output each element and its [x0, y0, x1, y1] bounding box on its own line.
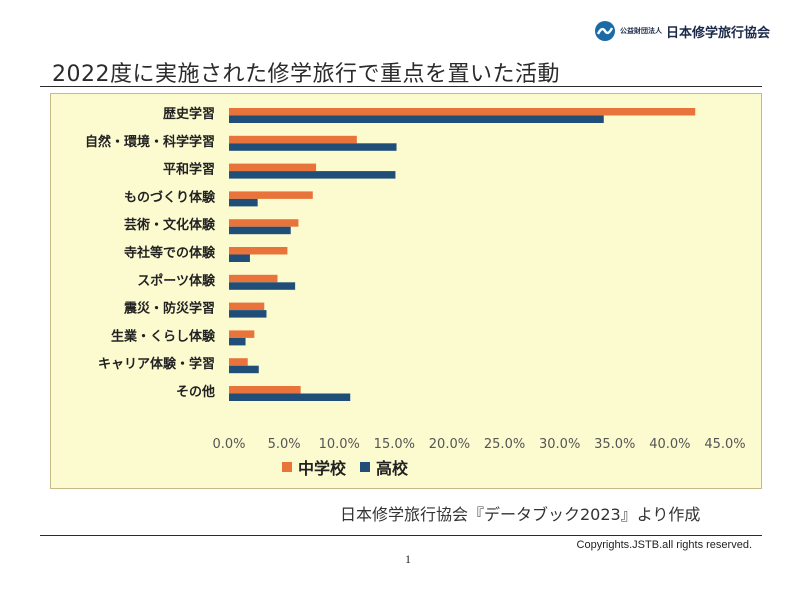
bar-middle-school [229, 274, 278, 283]
category-label: 生業・くらし体験 [111, 328, 216, 344]
legend-label-middle-school: 中学校 [298, 459, 347, 478]
legend-item-middle-school: 中学校 [282, 455, 346, 479]
category-label: その他 [176, 384, 215, 400]
bar-middle-school [229, 163, 317, 172]
bar-middle-school [229, 247, 288, 255]
bar-middle-school [229, 108, 696, 116]
bar-high-school [229, 171, 396, 179]
bar-high-school [229, 310, 267, 318]
organization-logo: 公益財団法人 日本修学旅行協会 [594, 20, 770, 42]
category-label: 平和学習 [163, 162, 215, 178]
x-tick-label: 5.0% [268, 437, 301, 452]
logo-wave-icon [594, 21, 615, 41]
bar-middle-school [229, 302, 265, 311]
bar-middle-school [229, 386, 301, 394]
x-tick-label: 40.0% [649, 437, 690, 452]
bar-high-school [229, 226, 291, 235]
category-label: スポーツ体験 [137, 273, 216, 289]
logo-org-name: 日本修学旅行協会 [665, 25, 770, 41]
legend-item-high-school: 高校 [360, 455, 408, 479]
source-note: 日本修学旅行協会『データブック2023』より作成 [340, 505, 701, 524]
category-label: キャリア体験・学習 [98, 356, 215, 372]
title-divider [40, 86, 762, 87]
category-label: 芸術・文化体験 [124, 217, 216, 233]
category-label: 自然・環境・科学学習 [85, 134, 215, 150]
x-tick-label: 0.0% [212, 437, 245, 452]
bar-high-school [229, 337, 246, 346]
copyright-text: Copyrights.JSTB.all rights reserved. [576, 539, 752, 551]
bar-chart: 歴史学習自然・環境・科学学習平和学習ものづくり体験芸術・文化体験寺社等での体験ス… [85, 106, 746, 452]
bar-high-school [229, 282, 296, 290]
legend-label-high-school: 高校 [376, 459, 409, 478]
x-tick-label: 25.0% [484, 437, 525, 452]
bar-middle-school [229, 330, 255, 338]
category-label: ものづくり体験 [124, 189, 216, 205]
x-tick-label: 35.0% [594, 437, 635, 452]
bar-middle-school [229, 135, 357, 144]
bar-high-school [229, 365, 259, 374]
page-number: 1 [405, 552, 411, 566]
category-label: 寺社等での体験 [124, 245, 216, 261]
x-tick-label: 10.0% [319, 437, 360, 452]
chart-panel: 歴史学習自然・環境・科学学習平和学習ものづくり体験 芸術・文化体験 寺社等での体験ス… [50, 93, 762, 489]
x-tick-label: 45.0% [704, 437, 745, 452]
bar-middle-school [229, 219, 299, 227]
bar-high-school [229, 393, 351, 401]
bar-middle-school [229, 191, 313, 199]
bar-high-school [229, 198, 258, 207]
bar-high-school [229, 143, 397, 151]
bar-high-school [229, 254, 250, 262]
legend-swatch-high-school [360, 462, 371, 472]
bar-middle-school [229, 358, 248, 366]
legend-swatch-middle-school [282, 462, 292, 472]
footer-divider [40, 535, 762, 536]
category-label: 震災・防災学習 [123, 301, 215, 317]
x-tick-label: 15.0% [374, 437, 415, 452]
x-tick-label: 20.0% [429, 437, 470, 452]
page-title: 2022度に実施された修学旅行で重点を置いた活動 [52, 62, 560, 87]
logo-small-text: 公益財団法人 [619, 27, 662, 35]
x-tick-label: 30.0% [539, 437, 580, 452]
bar-high-school [229, 115, 604, 123]
chart-legend: 中学校 高校 [282, 455, 408, 479]
category-label: 歴史学習 [163, 106, 215, 122]
